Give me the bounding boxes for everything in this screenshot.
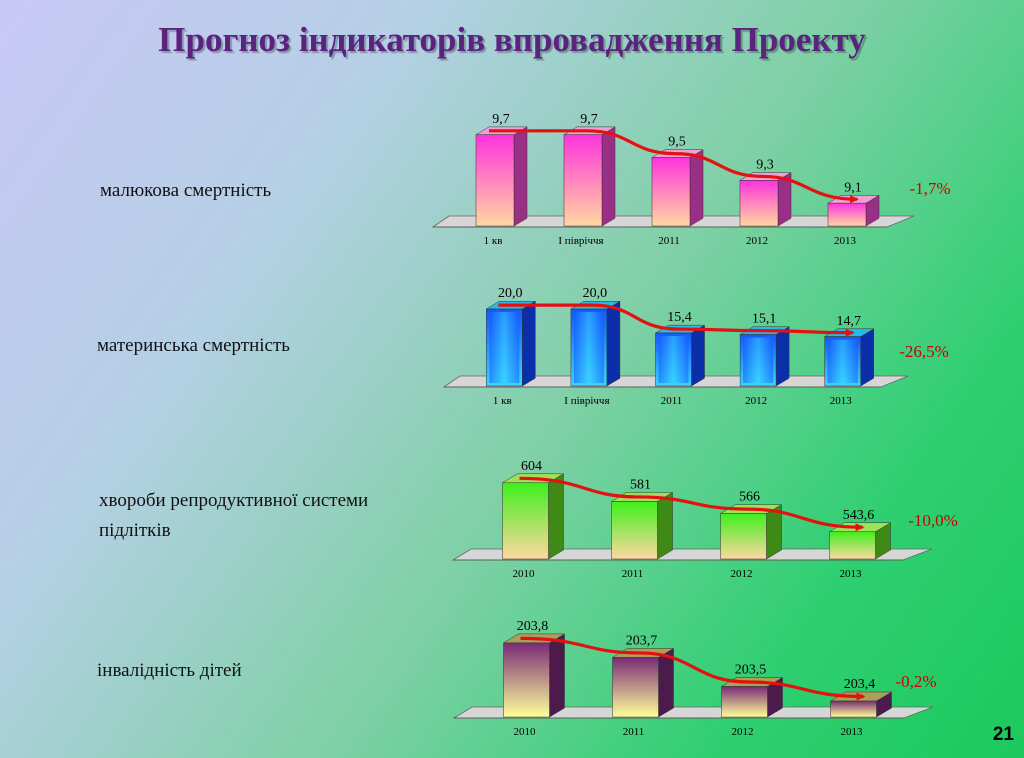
indicator-label-infant-mortality: малюкова смертність xyxy=(100,180,272,201)
bar-side xyxy=(657,492,673,560)
chart-infant-mortality: 9,7 1 кв 9,7 І півріччя 9,5 2011 9,3 2012 9,1 201… xyxy=(431,112,951,247)
bar-highlight xyxy=(743,337,774,383)
bar xyxy=(563,126,616,227)
data-label: 9,1 xyxy=(844,180,862,195)
bar-highlight xyxy=(489,312,520,383)
bar xyxy=(827,194,880,227)
data-label: 9,7 xyxy=(580,112,598,127)
bar xyxy=(611,647,675,718)
tick-label: 2012 xyxy=(731,568,753,580)
tick-label: 2011 xyxy=(623,726,645,738)
bar-front xyxy=(502,482,549,560)
bar-front xyxy=(611,501,658,560)
bar xyxy=(501,473,565,560)
data-label: 9,5 xyxy=(668,135,686,150)
trend-line xyxy=(519,476,865,532)
tick-label: І півріччя xyxy=(564,395,609,407)
tick-label: 2010 xyxy=(513,568,536,580)
tick-label: 2012 xyxy=(745,395,767,407)
bar-front xyxy=(563,134,603,227)
page-number: 21 xyxy=(992,724,1014,745)
bar-side xyxy=(606,300,621,387)
tick-label: 1 кв xyxy=(493,395,512,407)
data-label: 203,5 xyxy=(735,662,767,677)
change-percent: -1,7% xyxy=(909,179,950,198)
indicator-label-adolescent-reproductive: хвороби репродуктивної системи підлітків xyxy=(99,490,369,541)
change-percent: -10,0% xyxy=(908,511,958,530)
bar xyxy=(502,633,566,718)
bar xyxy=(739,326,791,387)
page-title: Прогноз індикаторів впровадження Проекту xyxy=(158,20,866,59)
change-percent: -26,5% xyxy=(899,342,949,361)
data-label: 15,4 xyxy=(667,310,692,325)
data-label: 581 xyxy=(630,477,651,492)
bar-side xyxy=(601,126,616,227)
bar-highlight xyxy=(658,335,689,383)
tick-label: 2013 xyxy=(830,395,853,407)
bar xyxy=(651,149,704,227)
data-label: 15,1 xyxy=(752,312,777,327)
tick-label: 1 кв xyxy=(484,235,503,247)
bar xyxy=(654,324,706,387)
chart-maternal-mortality: 20,0 1 кв 20,0 І півріччя 15,4 2011 15,1 2012 14… xyxy=(442,286,949,407)
change-percent: -0,2% xyxy=(895,672,936,691)
trend-line xyxy=(520,636,866,701)
data-label: 203,4 xyxy=(844,677,876,692)
tick-label: 2013 xyxy=(841,726,864,738)
trend-line xyxy=(498,303,855,337)
bar-side xyxy=(549,633,565,718)
tick-label: 2010 xyxy=(514,726,537,738)
data-label: 566 xyxy=(739,490,760,505)
bar xyxy=(610,492,674,560)
bar xyxy=(823,328,875,387)
data-label: 543,6 xyxy=(843,508,875,523)
data-label: 203,8 xyxy=(517,619,549,634)
trend-line xyxy=(488,129,859,204)
tick-label: 2012 xyxy=(732,726,754,738)
bar xyxy=(719,504,783,560)
bar-side xyxy=(691,324,705,387)
chart-child-disability: 203,8 2010 203,7 2011 203,5 2012 203,4 2013 -0,2… xyxy=(452,619,937,738)
indicator-label-maternal-mortality: материнська смертність xyxy=(97,335,290,356)
bar-highlight xyxy=(573,312,604,383)
bar xyxy=(739,172,792,227)
bar-side xyxy=(513,126,528,227)
tick-label: І півріччя xyxy=(558,235,603,247)
bar xyxy=(569,300,621,387)
bar xyxy=(485,300,537,387)
bar-side xyxy=(775,326,790,387)
bar-front xyxy=(739,180,779,227)
data-label: 14,7 xyxy=(836,314,861,329)
bar-side xyxy=(860,328,874,387)
bar-front xyxy=(827,202,867,227)
bar-side xyxy=(548,473,564,560)
bar-side xyxy=(689,149,704,227)
tick-label: 2013 xyxy=(834,235,857,247)
bar-front xyxy=(651,157,691,227)
data-label: 20,0 xyxy=(498,286,523,301)
bar-highlight xyxy=(827,339,858,383)
tick-label: 2012 xyxy=(746,235,768,247)
tick-label: 2011 xyxy=(661,395,683,407)
bar-front xyxy=(503,642,550,718)
bar-front xyxy=(721,686,768,718)
bar-front xyxy=(612,657,659,718)
indicator-label-child-disability: інвалідність дітей xyxy=(97,660,242,681)
tick-label: 2011 xyxy=(658,235,680,247)
tick-label: 2013 xyxy=(840,568,863,580)
bar-front xyxy=(829,531,876,560)
data-label: 9,7 xyxy=(492,112,510,127)
bar-side xyxy=(522,300,536,387)
data-label: 20,0 xyxy=(583,286,608,301)
bar-front xyxy=(720,513,767,560)
chart-adolescent-reproductive: 604 2010 581 2011 566 2012 543,6 2013 -10,0% xyxy=(451,459,958,580)
bar-front xyxy=(830,700,877,718)
bar xyxy=(475,126,528,227)
bar-front xyxy=(475,134,515,227)
data-label: 9,3 xyxy=(756,158,774,173)
tick-label: 2011 xyxy=(622,568,644,580)
data-label: 604 xyxy=(521,459,542,474)
data-label: 203,7 xyxy=(626,633,658,648)
